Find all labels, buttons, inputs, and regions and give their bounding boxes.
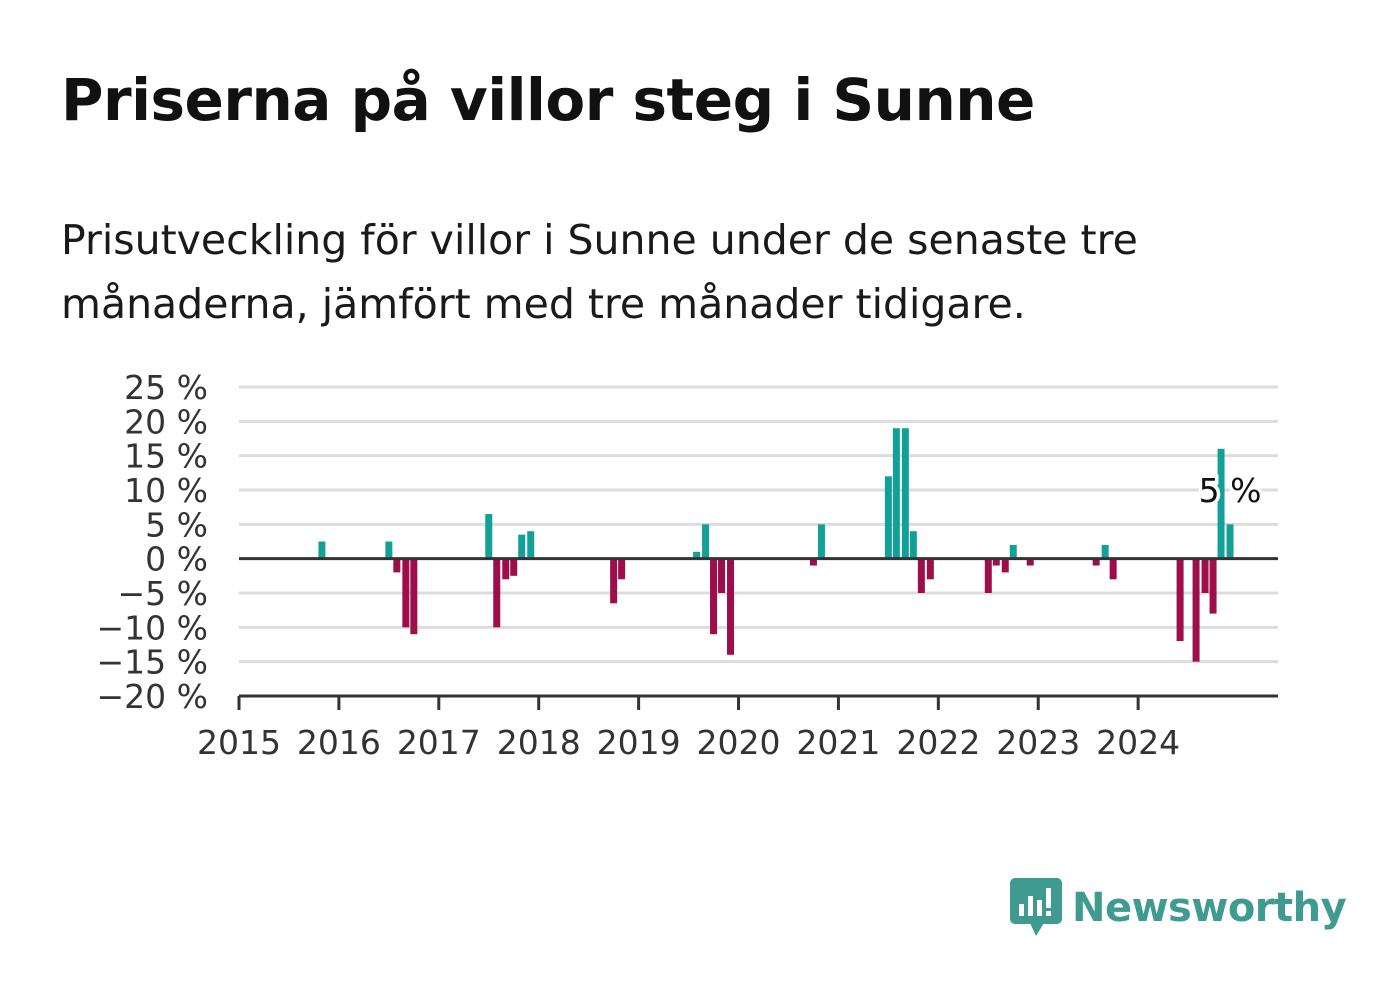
bar bbox=[892, 428, 900, 559]
bar bbox=[402, 558, 410, 628]
y-tick-label: −15 % bbox=[97, 643, 209, 682]
bar bbox=[1026, 558, 1034, 566]
bar bbox=[718, 558, 726, 593]
bar bbox=[502, 558, 510, 580]
bar bbox=[1109, 558, 1117, 580]
y-tick-label: 0 % bbox=[145, 540, 208, 579]
bar bbox=[485, 514, 493, 559]
bar bbox=[1201, 558, 1209, 593]
bar bbox=[493, 558, 501, 628]
bar bbox=[1192, 558, 1200, 662]
x-tick-label: 2024 bbox=[1096, 723, 1180, 762]
bar bbox=[926, 558, 934, 580]
bar bbox=[527, 531, 535, 559]
bar-chart-speech-bubble-icon bbox=[1010, 878, 1062, 936]
bar bbox=[1226, 524, 1234, 559]
y-tick-label: −5 % bbox=[118, 574, 209, 613]
newsworthy-logo: Newsworthy bbox=[1010, 878, 1347, 938]
bar bbox=[901, 428, 909, 559]
bar bbox=[510, 558, 518, 576]
bar bbox=[410, 558, 418, 635]
bar bbox=[1101, 544, 1109, 559]
chart-title: Priserna på villor steg i Sunne bbox=[61, 66, 1035, 134]
x-tick-label: 2017 bbox=[397, 723, 481, 762]
bar bbox=[618, 558, 626, 580]
x-tick-label: 2023 bbox=[996, 723, 1080, 762]
value-annotation: 5 % bbox=[1199, 471, 1262, 510]
bar bbox=[393, 558, 401, 573]
bar bbox=[1009, 544, 1017, 559]
bar bbox=[809, 558, 817, 566]
bar bbox=[727, 558, 735, 655]
y-tick-label: 25 % bbox=[124, 368, 208, 407]
y-tick-label: −10 % bbox=[97, 608, 209, 647]
bar bbox=[1001, 558, 1009, 573]
bar bbox=[1176, 558, 1184, 642]
y-tick-label: 10 % bbox=[124, 471, 208, 510]
y-tick-label: 20 % bbox=[124, 402, 208, 441]
bar bbox=[917, 558, 925, 593]
y-tick-label: 15 % bbox=[124, 437, 208, 476]
y-tick-label: 5 % bbox=[145, 505, 208, 544]
bar bbox=[610, 558, 618, 604]
y-tick-label: −20 % bbox=[97, 677, 209, 716]
bar bbox=[992, 558, 1000, 566]
x-tick-label: 2019 bbox=[597, 723, 681, 762]
brand-name: Newsworthy bbox=[1072, 885, 1347, 931]
bar bbox=[518, 534, 526, 559]
x-tick-label: 2021 bbox=[796, 723, 880, 762]
bar bbox=[1092, 558, 1100, 566]
bar bbox=[710, 558, 718, 635]
bar bbox=[318, 541, 326, 559]
chart-subtitle: Prisutveckling för villor i Sunne under … bbox=[61, 216, 1138, 328]
bar bbox=[702, 524, 710, 559]
bar bbox=[1217, 448, 1225, 559]
x-tick-label: 2015 bbox=[197, 723, 281, 762]
bar bbox=[909, 531, 917, 559]
x-tick-label: 2020 bbox=[697, 723, 781, 762]
bar bbox=[1209, 558, 1217, 614]
bar bbox=[385, 541, 393, 559]
x-tick-label: 2016 bbox=[297, 723, 381, 762]
bar bbox=[984, 558, 992, 593]
x-tick-label: 2018 bbox=[497, 723, 581, 762]
bar bbox=[817, 524, 825, 559]
bar bbox=[884, 476, 892, 559]
x-tick-label: 2022 bbox=[896, 723, 980, 762]
bar bbox=[693, 551, 701, 559]
